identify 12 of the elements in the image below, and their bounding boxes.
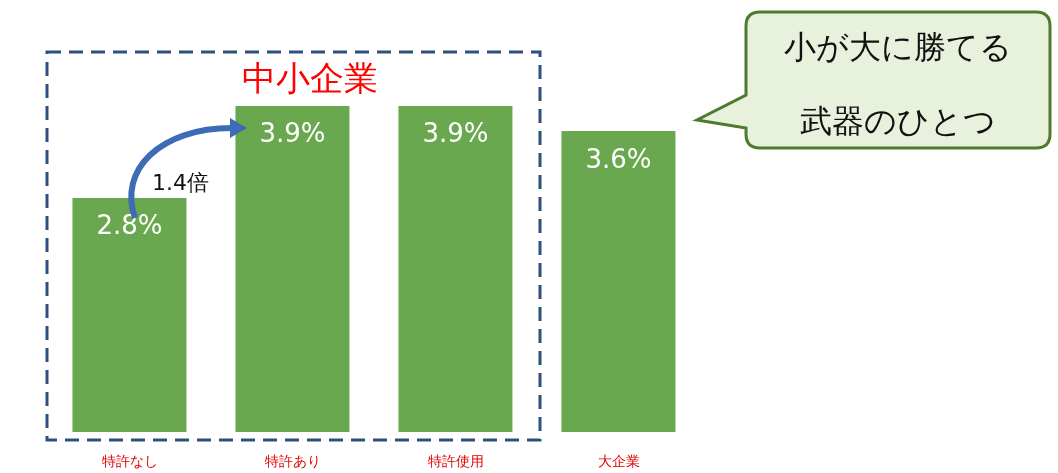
x-tick-label: 特許使用	[427, 452, 484, 469]
text: 武器のひとつ	[800, 102, 996, 140]
x-tick-label: 特許なし	[101, 452, 158, 469]
text: 中小企業	[242, 58, 378, 98]
data-label: 3.6%	[585, 143, 652, 174]
data-label: 3.9%	[259, 118, 326, 149]
text: 小が大に勝てる	[784, 28, 1012, 66]
x-tick-label: 特許あり	[264, 452, 321, 469]
annotation: 1.4倍	[152, 170, 209, 195]
data-label: 3.9%	[422, 118, 489, 149]
x-tick-label: 大企業	[597, 452, 640, 469]
data-label: 2.8%	[96, 210, 163, 241]
